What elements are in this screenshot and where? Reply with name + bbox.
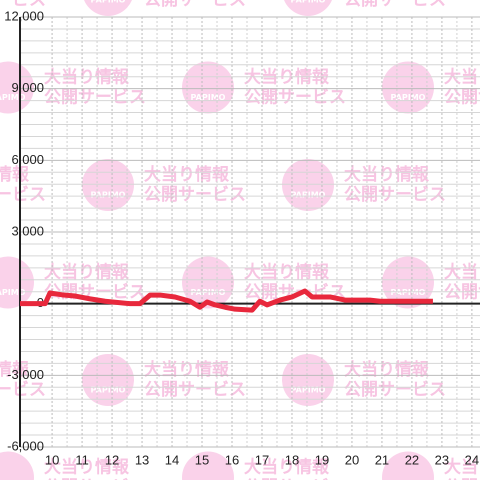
x-tick-label: 11 — [75, 452, 89, 467]
watermark-logo-text: PAPIMO — [91, 191, 126, 200]
watermark-logo — [182, 451, 234, 480]
x-tick-label: 18 — [285, 452, 299, 467]
x-tick-label: 12 — [105, 452, 119, 467]
watermark-subtitle: 公開サービス — [144, 380, 246, 400]
x-tick-label: 10 — [45, 452, 59, 467]
watermark-logo-text: PAPIMO — [391, 288, 426, 297]
watermark-title: 大当り情報 — [244, 262, 330, 283]
watermark-title: 大当り情報 — [0, 164, 30, 185]
watermark-logo — [382, 451, 434, 480]
y-tick-label: 9,000 — [11, 80, 44, 95]
watermark-subtitle: 公開サービス — [444, 478, 480, 480]
watermark-logo-text: PAPIMO — [191, 288, 226, 297]
watermark-logo-text: PAPIMO — [0, 93, 26, 102]
watermark-title: 大当り情報 — [344, 359, 430, 380]
watermark-logo — [282, 354, 334, 406]
x-tick-label: 22 — [405, 452, 419, 467]
watermark-logo — [282, 159, 334, 211]
series-line — [20, 288, 433, 313]
watermark-subtitle: 公開サービス — [444, 283, 480, 303]
watermark-logo — [84, 0, 132, 16]
watermark-subtitle: 公開サービス — [0, 0, 46, 10]
watermark-subtitle: 公開サービス — [44, 478, 146, 480]
watermark-title: 大当り情報 — [344, 164, 430, 185]
watermark-title: 大当り情報 — [44, 262, 130, 283]
watermark-logo-text: PAPIMO — [391, 93, 426, 102]
watermark-subtitle: 公開サービス — [344, 0, 446, 10]
watermark-logo — [82, 354, 134, 406]
watermark-logo — [182, 61, 234, 114]
x-tick-label: 17 — [255, 452, 269, 467]
watermark-logo-text: PAPIMO — [0, 288, 26, 297]
grid — [20, 16, 480, 448]
watermark-title: 大当り情報 — [244, 457, 330, 478]
watermark-subtitle: 公開サービス — [0, 380, 46, 400]
y-tick-label: 12,000 — [4, 8, 44, 23]
watermark-subtitle: 公開サービス — [0, 185, 46, 205]
watermark-title: 大当り情報 — [444, 262, 480, 283]
x-tick-label: 13 — [135, 452, 149, 467]
y-tick-label: -3,000 — [7, 367, 44, 382]
watermark-title: 大当り情報 — [0, 359, 30, 380]
watermark-subtitle: 公開サービス — [44, 88, 146, 108]
x-tick-label: 19 — [315, 452, 329, 467]
watermark-subtitle: 公開サービス — [144, 0, 246, 10]
plot: 10 11 12 13 14 15 16 17 18 19 20 21 22 23 24 -6,000 -3,0… — [4, 8, 479, 467]
x-tick-label: 14 — [165, 452, 179, 467]
watermark-logo — [0, 451, 34, 480]
x-tick-label: 23 — [435, 452, 449, 467]
watermark-subtitle: 公開サービス — [344, 185, 446, 205]
watermark-subtitle: 公開サービス — [444, 88, 480, 108]
x-tick-label: 16 — [225, 452, 239, 467]
watermark-logo-text: PAPIMO — [91, 386, 126, 395]
watermark-subtitle: 公開サービス — [144, 185, 246, 205]
watermark-logo — [0, 256, 34, 309]
watermark-title: 大当り情報 — [444, 457, 480, 478]
watermark-logo-text: PAPIMO — [291, 386, 326, 395]
watermark-logo-text: PAPIMO — [291, 0, 326, 5]
y-tick-label: -6,000 — [7, 438, 44, 453]
y-tick-label: 6,000 — [11, 152, 44, 167]
watermark-logo — [182, 256, 234, 309]
x-tick-label: 24 — [465, 452, 479, 467]
watermark-subtitle: 公開サービス — [244, 88, 346, 108]
watermark-logo — [382, 61, 434, 114]
watermark-subtitle: 公開サービス — [244, 478, 346, 480]
watermark-logo-text: PAPIMO — [191, 93, 226, 102]
x-tick-label: 21 — [375, 452, 389, 467]
watermark-logo — [82, 159, 134, 211]
watermark-logo-text: PAPIMO — [291, 191, 326, 200]
x-tick-label: 15 — [195, 452, 209, 467]
y-tick-label: 3,000 — [11, 223, 44, 238]
watermark-subtitle: 公開サービス — [344, 380, 446, 400]
watermark-title: 大当り情報 — [44, 457, 130, 478]
x-tick-label: 20 — [345, 452, 359, 467]
watermark-logo — [284, 0, 332, 16]
watermark-logo-text: PAPIMO — [91, 0, 126, 5]
watermark-logo — [382, 256, 434, 309]
